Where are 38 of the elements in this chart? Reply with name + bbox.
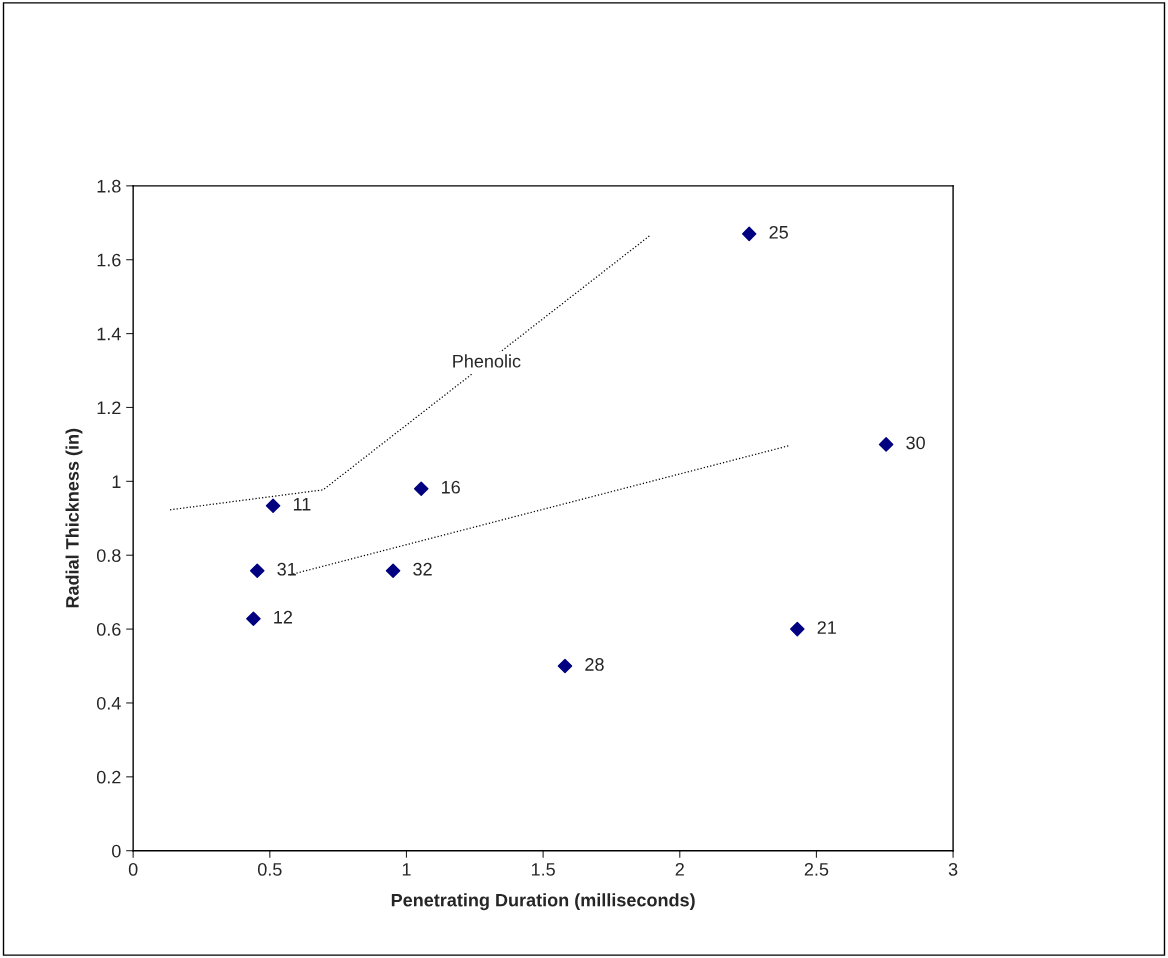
annotation: 12 [274,610,293,624]
annotation: 28 [585,658,604,671]
point [385,563,401,579]
annotation: 11 [293,497,311,511]
y-tick-label: 1.8 [97,179,121,193]
annotation: 32 [413,562,432,576]
point [790,621,805,637]
y-axis-title: Radial Thickness (in) [65,428,83,608]
point [246,611,261,627]
annotation: 21 [817,621,836,634]
y-tick-label: 1.6 [97,253,121,267]
y-tick-label: 0.2 [96,770,121,784]
annotation: 31 [277,562,296,576]
x-tick-label: 2 [675,862,684,876]
x-tick-label: 0.5 [257,862,282,876]
x-tick-label: 2.5 [804,862,829,876]
annotation: 30 [906,436,925,450]
point [249,563,265,579]
point [878,437,894,452]
y-tick-label: 0.8 [96,549,121,562]
y-tick-label: 0.6 [96,623,121,636]
y-tick-label: 1.4 [97,327,121,341]
annotation: 25 [769,225,788,239]
point [265,498,281,514]
x-axis-title: Penetrating Duration (milliseconds) [391,893,695,911]
point [557,658,573,674]
x-tick-label: 3 [948,862,958,876]
y-tick-label: 0.4 [96,696,121,710]
series-label: Phenolic [453,354,521,368]
x-tick-label: 0 [128,862,138,876]
y-tick-label: 1.2 [97,401,121,415]
y-tick-label: 0 [112,844,121,858]
point [741,226,757,242]
y-tick-label: 1 [112,475,121,488]
x-tick-label: 1 [402,863,411,876]
annotation: 16 [442,480,460,494]
point [413,481,429,497]
x-tick-label: 1.5 [531,863,555,876]
